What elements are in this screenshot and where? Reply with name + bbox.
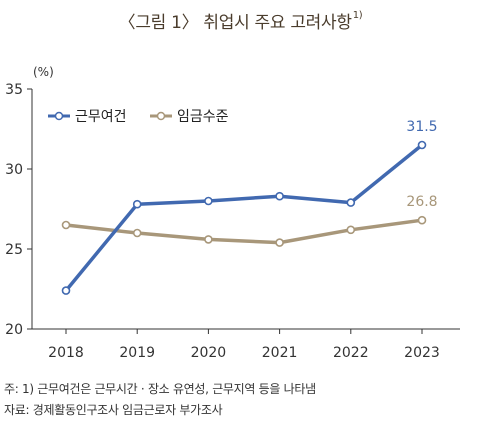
x-tick-label: 2020 (191, 345, 227, 361)
data-point (204, 235, 213, 244)
legend-label: 임금수준 (177, 109, 229, 125)
data-point (132, 228, 142, 238)
data-point (346, 198, 356, 207)
data-point (61, 220, 71, 230)
x-tick-label: 2021 (262, 345, 298, 361)
title-footnote-marker: 1) (352, 10, 363, 22)
chart-series (61, 140, 427, 295)
source-note: 자료: 경제활동인구조사 임금근로자 부가조사 (4, 403, 223, 417)
data-label: 31.5 (406, 119, 437, 135)
y-tick-label: 25 (5, 242, 23, 258)
data-point (417, 215, 427, 225)
data-point (417, 140, 427, 150)
legend-swatch-marker (156, 111, 166, 121)
data-point (275, 191, 284, 201)
chart-end-labels: 31.5 26.8 (406, 119, 437, 210)
data-point (61, 286, 71, 295)
chart-legend: 근무여건 임금수준 (48, 109, 229, 125)
legend-swatch-marker (54, 111, 64, 121)
y-tick-label: 35 (5, 82, 23, 98)
x-tick-label: 2022 (333, 345, 369, 361)
chart-title-text: 〈그림 1〉 취업시 주요 고려사항 (118, 13, 352, 33)
data-point (275, 238, 284, 247)
data-label: 26.8 (406, 194, 437, 210)
series-line (64, 143, 424, 292)
x-tick-label: 2023 (404, 345, 440, 361)
y-tick-label: 20 (5, 322, 23, 338)
data-point (204, 196, 213, 206)
x-tick-label: 2018 (48, 345, 84, 361)
y-tick-label: 30 (5, 162, 23, 178)
data-point (346, 225, 356, 235)
data-point (132, 199, 142, 209)
chart-axes: (%) 20 25 30 35 2018 2019 2020 2021 2022 2023 (5, 65, 460, 361)
footnote: 주: 1) 근무여건은 근무시간 · 장소 유연성, 근무지역 등을 나타냄 (4, 382, 316, 396)
chart-title: 〈그림 1〉 취업시 주요 고려사항1) (0, 8, 481, 33)
legend-label: 근무여건 (75, 109, 127, 125)
y-axis-unit: (%) (33, 65, 54, 79)
x-tick-label: 2019 (119, 345, 155, 361)
series-line (65, 218, 423, 245)
